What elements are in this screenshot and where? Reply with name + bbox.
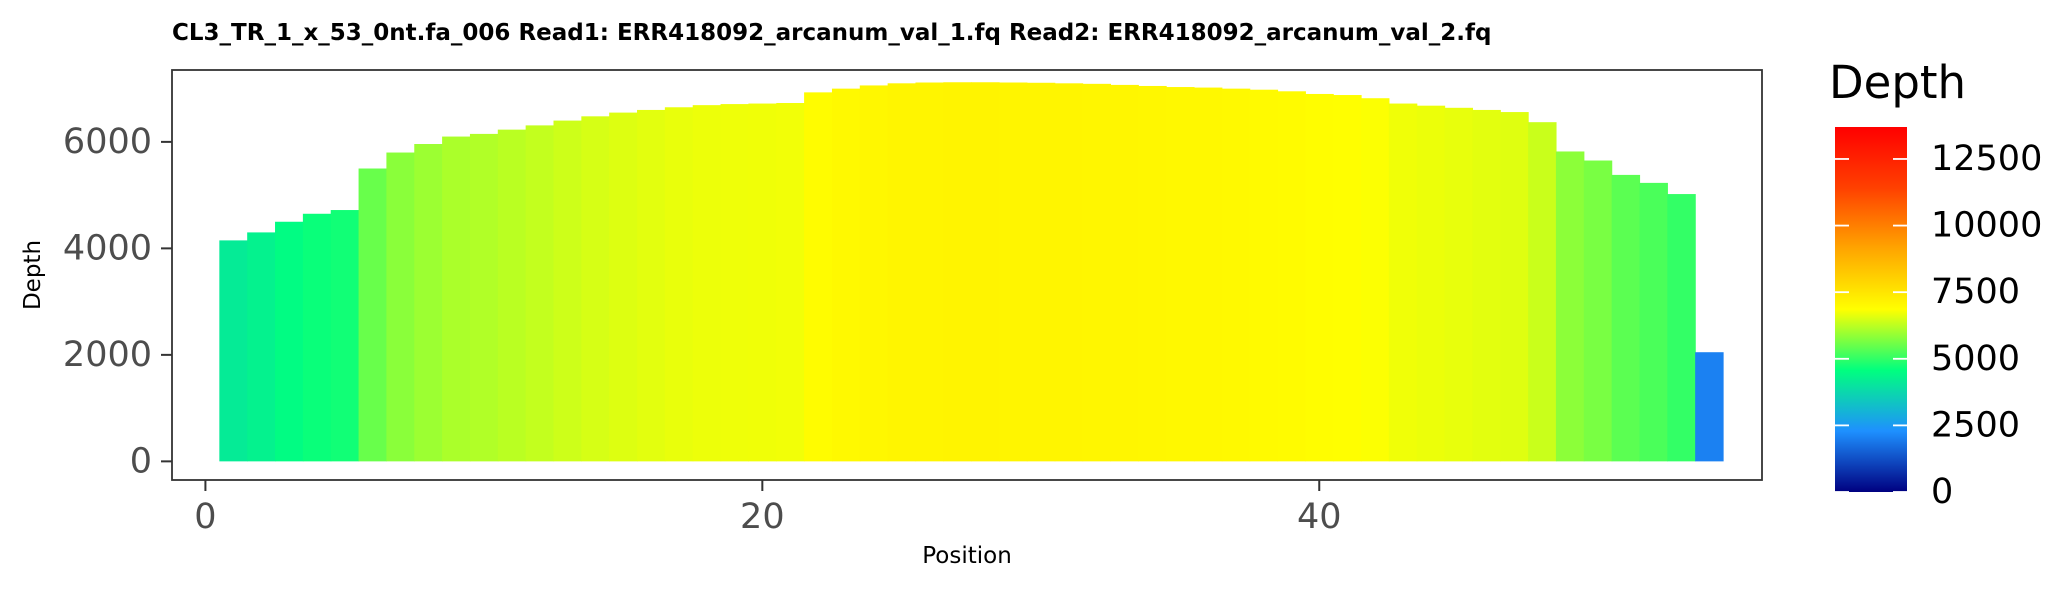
legend-break-label: 7500 [1931, 272, 2020, 312]
y-axis-title: Depth [20, 240, 46, 310]
legend-break: 10000 [1835, 206, 2042, 246]
depth-bar [943, 82, 972, 462]
legend-title: Depth [1829, 56, 1966, 109]
depth-bar [1305, 93, 1334, 462]
legend-break-label: 12500 [1931, 139, 2042, 179]
depth-bar [1695, 352, 1724, 462]
depth-bar [1361, 98, 1390, 462]
depth-bar [581, 116, 610, 462]
legend-break: 7500 [1835, 272, 2020, 312]
depth-bar [1277, 91, 1306, 462]
y-tick-label: 6000 [63, 122, 152, 162]
legend-break: 5000 [1835, 339, 2020, 379]
depth-bar [525, 125, 555, 462]
chart-title: CL3_TR_1_x_53_0nt.fa_006 Read1: ERR41809… [172, 20, 1491, 46]
legend-break: 0 [1835, 472, 1953, 512]
depth-bar [720, 104, 750, 462]
depth-bar [609, 112, 638, 462]
y-tick: 0 [130, 441, 172, 481]
depth-bar [553, 120, 582, 462]
depth-bar [664, 107, 694, 462]
legend-ticks: 0 2500 5000 7500 10000 [1835, 139, 2042, 512]
depth-bar [1249, 89, 1279, 462]
depth-bar [1611, 174, 1641, 462]
depth-bar [1110, 84, 1139, 462]
depth-bar [1138, 85, 1167, 462]
x-axis-title: Position [922, 543, 1012, 569]
y-tick-label: 2000 [63, 335, 152, 375]
legend-break-label: 0 [1931, 472, 1953, 512]
y-axis: 0 2000 4000 6000 [63, 122, 172, 481]
depth-bar [1667, 194, 1696, 462]
depth-bar [469, 133, 499, 462]
depth-bar [971, 82, 1000, 462]
depth-bar [1639, 182, 1668, 462]
y-tick: 4000 [63, 228, 172, 268]
x-tick-label: 40 [1297, 497, 1342, 537]
depth-bar [1026, 82, 1056, 462]
depth-bar [302, 213, 332, 462]
panel-border [171, 69, 1763, 481]
legend-break-label: 2500 [1931, 405, 2020, 445]
depth-bar [442, 136, 471, 462]
depth-bar [748, 103, 777, 462]
depth-bar [1583, 160, 1613, 462]
legend-colorbar [1835, 127, 1907, 492]
y-tick-label: 0 [130, 441, 152, 481]
x-tick: 40 [1297, 480, 1342, 537]
legend-break: 12500 [1835, 139, 2042, 179]
depth-bar [414, 144, 443, 462]
depth-bar [1193, 87, 1223, 462]
depth-bar [1082, 83, 1112, 462]
depth-bar [915, 82, 944, 462]
depth-bar [247, 232, 276, 462]
y-tick: 2000 [63, 335, 172, 375]
x-tick-label: 20 [740, 497, 785, 537]
depth-bar [1444, 107, 1474, 462]
depth-bar [887, 83, 917, 462]
x-tick-label: 0 [194, 497, 216, 537]
legend: Depth 0 2500 5000 7500 [1829, 56, 2042, 512]
depth-bar [859, 85, 889, 462]
legend-break-label: 5000 [1931, 339, 2020, 379]
depth-bar [1221, 88, 1251, 462]
depth-bar [330, 210, 360, 462]
x-axis: 0 20 40 [194, 480, 1342, 537]
y-tick-label: 4000 [63, 228, 152, 268]
depth-bar [831, 88, 861, 462]
depth-bar [1555, 151, 1585, 462]
depth-bar [1472, 109, 1501, 462]
depth-bar [1500, 112, 1529, 462]
y-tick: 6000 [63, 122, 172, 162]
depth-bar [1416, 105, 1446, 462]
x-tick: 0 [194, 480, 217, 537]
legend-break-label: 10000 [1931, 206, 2042, 246]
depth-bar [1528, 122, 1557, 462]
depth-bar [804, 92, 833, 462]
depth-bar [637, 109, 666, 462]
depth-bar [1388, 103, 1418, 462]
x-tick: 20 [740, 480, 785, 537]
depth-bar [386, 152, 415, 462]
depth-bar [219, 240, 248, 462]
legend-break: 2500 [1835, 405, 2020, 445]
depth-bar [497, 129, 527, 462]
depth-bar [1054, 83, 1084, 462]
depth-bar [275, 221, 304, 462]
depth-bar [1333, 95, 1362, 462]
depth-bar [999, 82, 1028, 462]
depth-bar [1166, 87, 1195, 462]
bars [219, 82, 1724, 462]
panel [171, 69, 1763, 481]
depth-bar [692, 105, 722, 462]
depth-bar [776, 103, 805, 462]
depth-bar [358, 168, 388, 462]
